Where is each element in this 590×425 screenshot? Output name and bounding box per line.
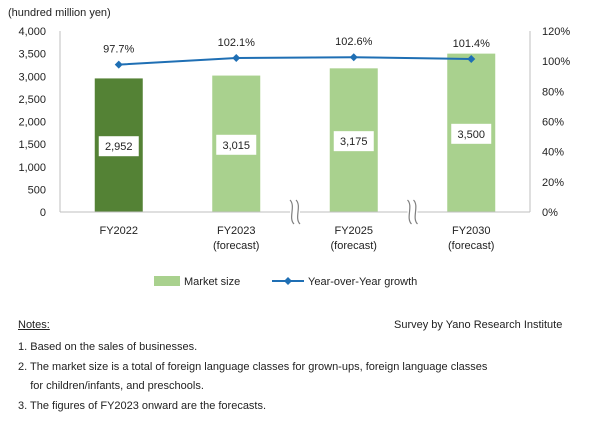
y-left-tick-label: 3,500 [18, 49, 46, 61]
bar-value-label-box [451, 123, 492, 144]
bar-value-label-box [216, 134, 257, 155]
y-left-tick-label: 0 [40, 207, 46, 219]
y-right-tick-label: 100% [542, 56, 570, 68]
x-category-sublabel: (forecast) [213, 240, 259, 252]
axis-break-mark [289, 199, 301, 225]
bar-value-label: 3,015 [222, 140, 250, 152]
y-right-tick-label: 20% [542, 177, 564, 189]
y-left-tick-label: 500 [28, 184, 46, 196]
axis-break-stroke [295, 199, 301, 225]
axis-break-gap [290, 200, 300, 224]
y-left-tick-label: 3,000 [18, 71, 46, 83]
y-left-tick-label: 2,500 [18, 94, 46, 106]
bar-value-label: 3,175 [340, 136, 368, 148]
axis-break-gap [407, 200, 418, 224]
legend-line-label: Year-over-Year growth [308, 276, 417, 288]
x-category-label: FY2023 [217, 225, 256, 237]
axis-break-stroke [407, 199, 412, 225]
plot-area: 0 500 1,000 1,500 2,000 2,500 3,000 3,500 4,000 0… [18, 26, 570, 252]
growth-value-label: 97.7% [103, 44, 134, 56]
growth-value-label: 101.4% [453, 38, 491, 50]
growth-value-label: 102.1% [218, 37, 256, 49]
y-left-tick-label: 2,000 [18, 117, 46, 129]
growth-line [118, 56, 472, 66]
notes-heading: Notes: [18, 319, 50, 331]
bar-value-label: 3,500 [457, 129, 485, 141]
note-2-continued: for children/infants, and preschools. [18, 380, 204, 392]
y-axis-unit-label: (hundred million yen) [8, 7, 111, 19]
axis-break-stroke [413, 199, 418, 225]
note-3: 3. The figures of FY2023 onward are the … [18, 400, 267, 412]
x-category-sublabel: (forecast) [331, 240, 377, 252]
y-left-tick-label: 1,500 [18, 139, 46, 151]
y-right-tick-label: 60% [542, 117, 564, 129]
axis-break-mark [407, 199, 418, 225]
growth-marker [349, 53, 358, 62]
legend-line-marker [284, 277, 292, 285]
bar-value-label: 2,952 [105, 141, 133, 153]
legend-bar-label: Market size [184, 276, 240, 288]
x-category-label: FY2025 [334, 225, 373, 237]
y-left-tick-label: 4,000 [18, 26, 46, 38]
x-category-sublabel: (forecast) [448, 240, 494, 252]
bar-value-label-box [98, 136, 139, 157]
legend-bar-swatch [154, 276, 180, 286]
bar-value-label-box [333, 131, 374, 152]
y-right-tick-label: 80% [542, 86, 564, 98]
legend: Market size Year-over-Year growth [154, 276, 417, 288]
axis-break-stroke [289, 199, 295, 225]
y-right-tick-label: 40% [542, 147, 564, 159]
growth-marker [114, 60, 123, 69]
x-category-label: FY2030 [452, 225, 491, 237]
growth-value-label: 102.6% [335, 36, 373, 48]
market-size-chart: (hundred million yen) 0 500 1,000 1,500 2,00… [8, 7, 570, 288]
y-right-tick-label: 120% [542, 26, 570, 38]
note-2: 2. The market size is a total of foreign… [18, 361, 488, 373]
growth-marker [232, 53, 241, 62]
y-left-tick-label: 1,000 [18, 162, 46, 174]
x-category-label: FY2022 [99, 225, 138, 237]
source-credit: Survey by Yano Research Institute [394, 319, 563, 331]
note-1: 1. Based on the sales of businesses. [18, 341, 198, 353]
growth-marker [467, 55, 476, 64]
y-right-tick-label: 0% [542, 207, 558, 219]
